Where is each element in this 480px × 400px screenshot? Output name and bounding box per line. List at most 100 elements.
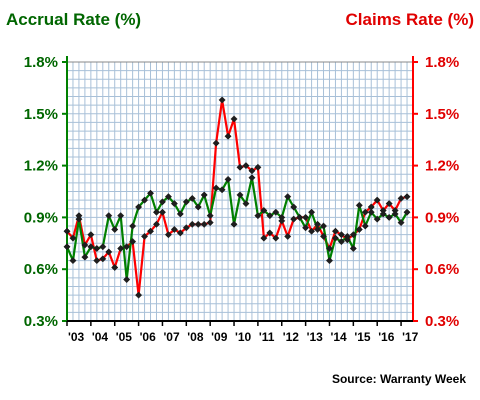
accrual-data-point	[93, 244, 101, 253]
accrual-data-point	[99, 243, 107, 251]
claims-data-point	[218, 96, 226, 104]
claims-data-point	[260, 234, 268, 242]
accrual-data-point	[248, 174, 256, 182]
accrual-data-point	[164, 193, 172, 201]
claims-data-point	[373, 196, 381, 204]
accrual-data-point	[63, 243, 71, 251]
claims-data-point	[242, 162, 250, 170]
accrual-data-point	[188, 194, 196, 202]
accrual-data-point	[254, 212, 262, 220]
left-tick-label: 1.8%	[24, 54, 58, 71]
accrual-data-point	[266, 212, 274, 220]
claims-data-point	[284, 232, 292, 240]
accrual-data-point	[319, 222, 328, 230]
accrual-data-point	[140, 196, 149, 204]
claims-data-point	[140, 232, 149, 240]
right-tick-label: 1.2%	[425, 158, 459, 175]
claims-data-point	[81, 241, 89, 249]
accrual-data-point	[123, 276, 131, 284]
claims-data-point	[385, 200, 393, 208]
claims-data-point	[170, 225, 178, 234]
claims-data-point	[117, 244, 125, 253]
accrual-data-point	[170, 200, 178, 208]
claims-data-point	[266, 229, 274, 237]
accrual-data-point	[69, 257, 77, 265]
accrual-data-point	[391, 210, 399, 218]
x-tick-label: '13	[307, 330, 324, 344]
right-tick-label: 1.5%	[425, 106, 459, 123]
accrual-data-point	[135, 203, 143, 211]
right-tick-label: 0.6%	[425, 261, 459, 278]
accrual-data-point	[260, 206, 268, 215]
x-tick-label: '07	[163, 330, 180, 344]
claims-data-point	[337, 231, 345, 239]
claims-data-point	[248, 167, 256, 175]
claims-data-point	[99, 255, 107, 263]
claims-data-point	[63, 227, 71, 235]
claims-data-point	[69, 234, 77, 242]
accrual-data-point	[81, 253, 89, 261]
accrual-data-point	[105, 212, 113, 220]
left-tick-label: 0.6%	[24, 261, 58, 278]
claims-data-point	[224, 132, 232, 140]
claims-data-point	[129, 238, 137, 246]
accrual-data-point	[296, 213, 304, 221]
left-tick-label: 1.5%	[24, 106, 58, 123]
x-tick-label: '14	[330, 330, 347, 344]
claims-data-point	[331, 227, 340, 235]
accrual-data-point	[242, 200, 250, 208]
left-axis-title: Accrual Rate (%)	[6, 10, 141, 29]
accrual-data-point	[236, 191, 244, 199]
accrual-data-point	[152, 208, 161, 216]
accrual-data-point	[379, 210, 387, 218]
accrual-data-point	[218, 186, 226, 194]
claims-data-point	[93, 257, 101, 265]
claims-data-point	[361, 208, 369, 216]
claims-data-point	[164, 231, 172, 239]
left-tick-label: 0.9%	[24, 209, 58, 226]
x-tick-label: '12	[283, 330, 300, 344]
accrual-data-point	[146, 189, 155, 197]
left-tick-label: 0.3%	[24, 313, 58, 330]
right-axis-title: Claims Rate (%)	[346, 10, 474, 29]
x-tick-label: '17	[402, 330, 419, 344]
claims-data-point	[105, 248, 113, 256]
accrual-data-point	[361, 222, 369, 230]
accrual-data-point	[75, 215, 83, 223]
claims-data-point	[176, 229, 184, 237]
claims-data-point	[111, 263, 119, 272]
claims-data-point	[349, 231, 357, 239]
accrual-data-point	[397, 219, 405, 227]
accrual-data-point	[176, 210, 184, 218]
accrual-data-point	[87, 243, 95, 251]
claims-data-point	[87, 231, 95, 239]
claims-data-point	[355, 225, 363, 234]
accrual-data-point	[367, 208, 375, 216]
claims-data-point	[194, 220, 202, 228]
accrual-data-point	[129, 222, 137, 230]
claims-data-point	[206, 219, 214, 227]
claims-data-point	[308, 227, 316, 235]
accrual-data-point	[272, 208, 280, 216]
claims-data-point	[212, 139, 220, 147]
x-tick-label: '08	[187, 330, 204, 344]
claims-data-point	[236, 163, 244, 171]
accrual-data-point	[158, 198, 167, 206]
claims-data-point	[230, 115, 238, 123]
accrual-data-point	[224, 175, 232, 183]
claims-data-point	[254, 163, 262, 171]
accrual-data-point	[284, 193, 292, 201]
claims-data-point	[123, 243, 131, 251]
left-tick-label: 1.2%	[24, 158, 58, 175]
accrual-data-point	[355, 201, 363, 209]
accrual-data-point	[302, 224, 310, 232]
claims-data-point	[146, 227, 155, 235]
accrual-data-point	[200, 191, 208, 199]
accrual-series-line	[65, 176, 408, 281]
accrual-data-point	[290, 203, 298, 211]
claims-data-point	[182, 224, 190, 232]
accrual-data-point	[337, 238, 345, 246]
accrual-data-point	[308, 208, 316, 216]
accrual-data-point	[212, 184, 220, 192]
